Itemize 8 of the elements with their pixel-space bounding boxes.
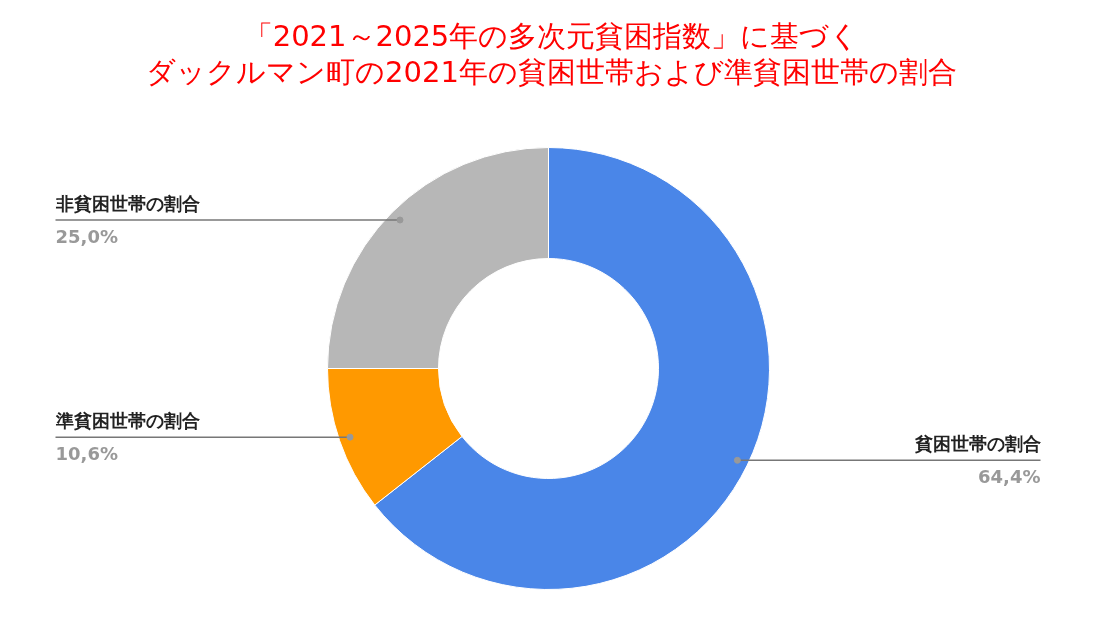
- slice-label: 貧困世帯の割合: [913, 433, 1041, 455]
- data-label: 10,6%: [55, 443, 118, 465]
- chart-subtitle: ダックルマン町の2021年の貧困世帯および準貧困世帯の割合: [146, 54, 957, 89]
- data-label: 25,0%: [55, 226, 118, 248]
- slice-label: 非貧困世帯の割合: [54, 193, 200, 215]
- data-label: 64,4%: [978, 466, 1041, 488]
- chart-title: 「2021～2025年の多次元貧困指数」に基づく: [243, 18, 860, 53]
- slice-label: 準貧困世帯の割合: [54, 410, 200, 432]
